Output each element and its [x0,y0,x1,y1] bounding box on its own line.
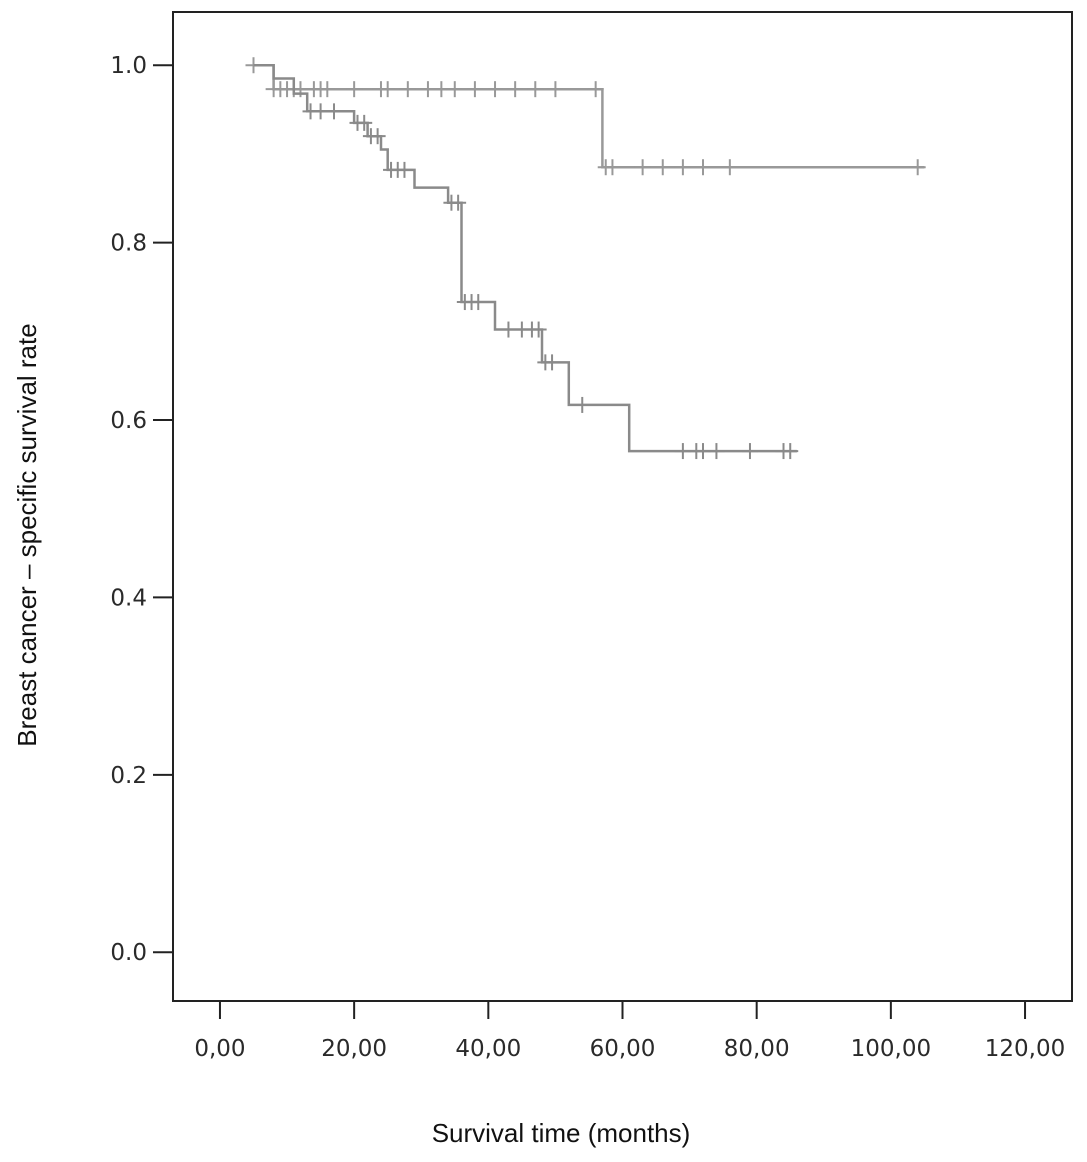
y-tick-label: 0.6 [110,408,147,434]
censor-mark [527,81,544,98]
censor-mark [574,396,591,413]
x-tick-label: 40,00 [455,1036,521,1062]
y-tick-label: 0.0 [110,940,147,966]
x-tick-label: 0,00 [194,1036,245,1062]
censor-mark [695,159,712,176]
censor-mark [369,128,386,145]
censor-mark [544,354,561,371]
censor-mark [654,159,671,176]
censor-mark [674,159,691,176]
censor-mark [379,81,396,98]
censor-mark [326,103,343,120]
censor-mark [433,81,450,98]
y-axis-title: Breast cancer – specific survival rate [12,323,42,746]
censor-mark [500,321,517,338]
censor-mark [782,443,799,460]
censor-mark [446,81,463,98]
censor-mark [604,159,621,176]
censor-mark [399,81,416,98]
censor-mark [450,194,467,211]
x-tick-label: 120,00 [985,1036,1065,1062]
censor-mark [419,81,436,98]
x-axis-title: Survival time (months) [432,1118,691,1148]
series-layer [245,57,926,460]
plot-frame [172,11,1073,1002]
censor-mark [319,81,336,98]
x-tick-label: 100,00 [851,1036,931,1062]
y-tick-label: 0.8 [110,231,147,257]
censor-mark [312,103,329,120]
y-tick-label: 1.0 [110,53,147,79]
censor-mark [909,159,926,176]
censor-mark [708,443,725,460]
censor-mark [466,81,483,98]
y-axis: 0.0 0.2 0.4 0.6 0.8 1.0 [110,53,173,966]
x-tick-label: 60,00 [590,1036,656,1062]
censor-mark [356,114,373,131]
censor-mark [721,159,738,176]
censor-mark [741,443,758,460]
censor-mark [396,161,413,178]
censor-mark [470,294,487,311]
censor-mark [587,81,604,98]
censor-mark [507,81,524,98]
censor-mark [674,443,691,460]
survival-curve-2 [253,63,797,453]
censor-mark [695,443,712,460]
x-tick-label: 20,00 [321,1036,387,1062]
censor-mark [346,81,363,98]
y-tick-label: 0.2 [110,763,147,789]
x-axis: 0,00 20,00 40,00 60,00 80,00 100,00 120,00 [194,1001,1065,1062]
censor-mark [547,81,564,98]
y-tick-label: 0.4 [110,585,147,611]
censor-mark [530,321,547,338]
censor-mark [634,159,651,176]
censor-mark [487,81,504,98]
x-tick-label: 80,00 [724,1036,790,1062]
